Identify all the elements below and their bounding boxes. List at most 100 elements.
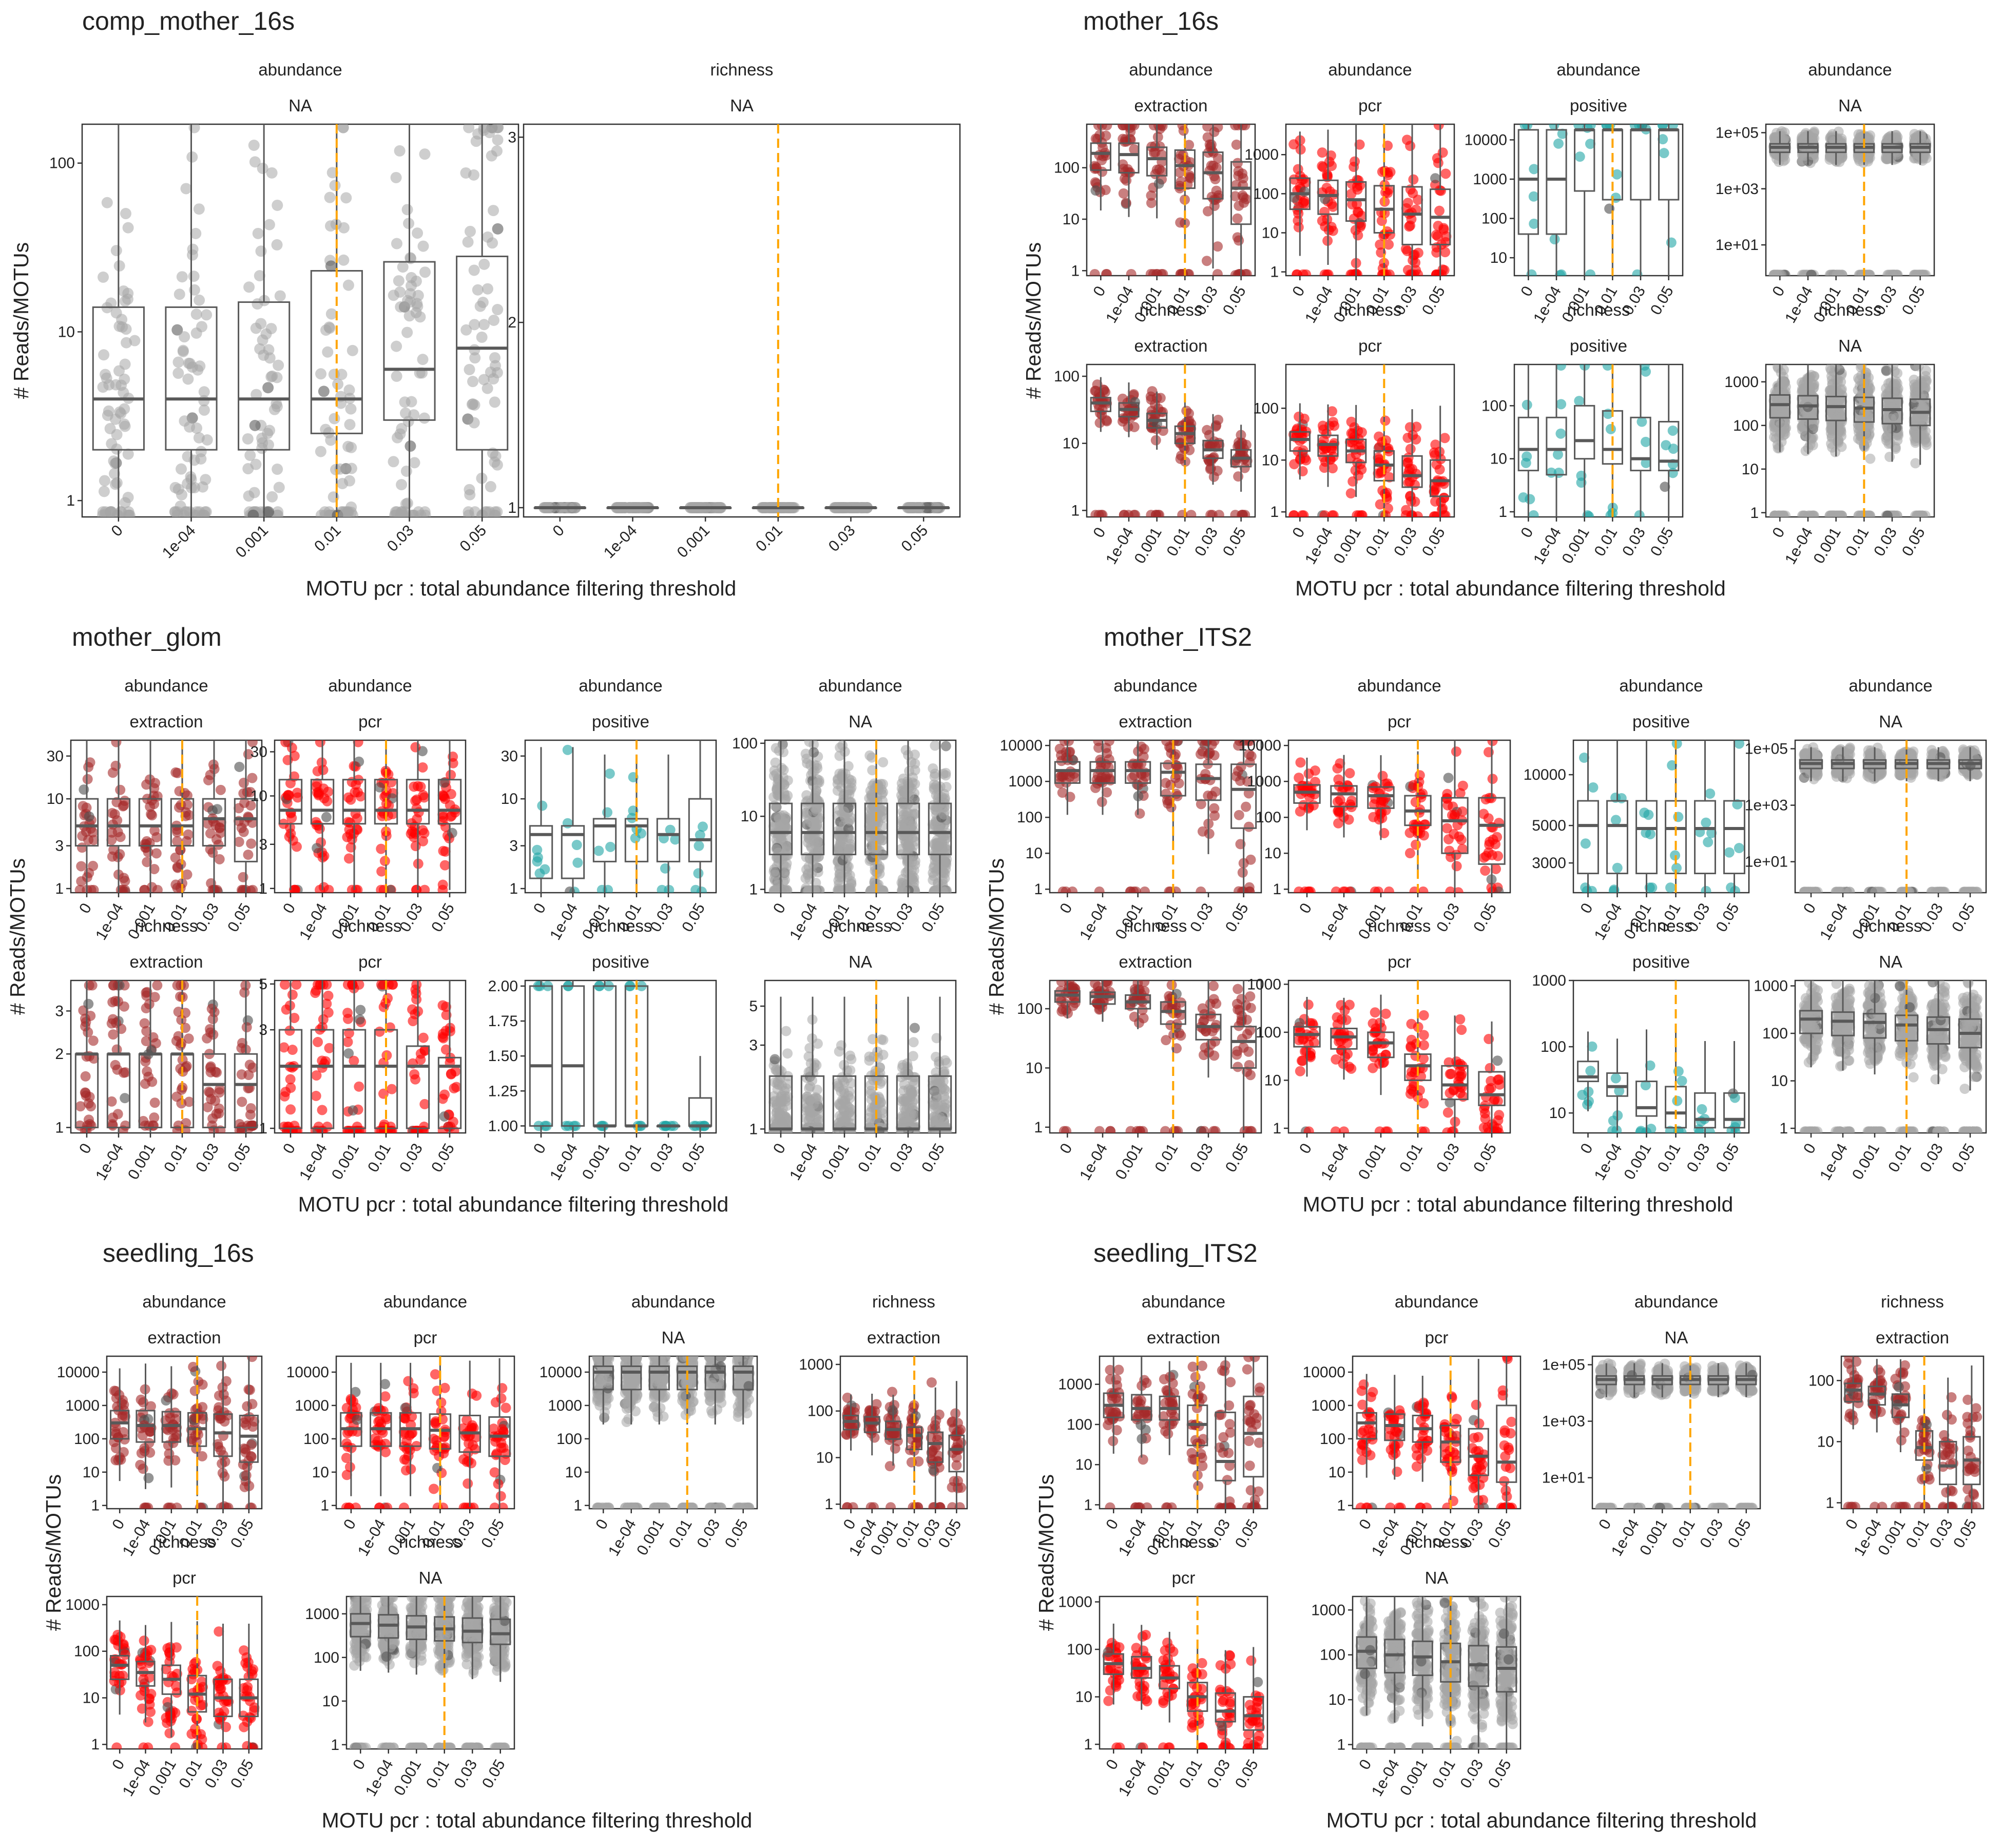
box-0.001: [1825, 364, 1847, 457]
data-point: [263, 506, 275, 517]
data-point: [186, 151, 198, 163]
data-point: [469, 352, 481, 364]
data-point: [1210, 174, 1221, 185]
box-0.05: [1230, 124, 1252, 276]
data-point: [1209, 126, 1220, 137]
data-point: [174, 288, 185, 300]
box-iqr: [310, 779, 335, 825]
data-point: [1118, 159, 1128, 170]
data-point: [1637, 416, 1647, 427]
data-point: [1432, 231, 1443, 242]
data-point: [770, 757, 781, 768]
box-iqr: [1769, 394, 1791, 419]
points-0.03: [1201, 124, 1224, 276]
box-0.05: [1430, 406, 1451, 517]
facet-metric-label: abundance: [258, 60, 342, 79]
data-point: [1121, 198, 1131, 208]
data-point: [484, 506, 495, 517]
data-point: [243, 490, 255, 502]
box-1e-04: [1317, 129, 1339, 265]
data-point: [1402, 198, 1413, 208]
data-point: [446, 769, 456, 780]
facet-control-label: extraction: [129, 712, 203, 731]
box-0.001: [1574, 124, 1595, 276]
panel-content: [1090, 364, 1253, 517]
y-tick-label: 10: [1490, 249, 1507, 266]
panel-content: [1517, 364, 1680, 517]
data-point: [376, 866, 387, 877]
data-point: [172, 836, 183, 846]
data-point: [1231, 139, 1242, 150]
data-point: [1288, 174, 1299, 185]
data-point: [205, 844, 216, 855]
data-point: [486, 150, 497, 162]
data-point: [1778, 430, 1789, 441]
box-iqr: [1574, 405, 1595, 460]
data-point: [1919, 435, 1930, 446]
facet-control-label: NA: [1838, 96, 1862, 115]
y-tick-label: 1: [1750, 505, 1759, 522]
data-point: [182, 869, 192, 880]
data-point: [1379, 488, 1390, 499]
box-iqr: [202, 798, 226, 847]
data-point: [1772, 270, 1783, 276]
points-0.01: [315, 124, 359, 517]
points-0: [1518, 399, 1539, 517]
box-iqr: [1630, 416, 1651, 472]
panel-background: [1086, 363, 1256, 518]
data-point: [698, 821, 708, 832]
data-point: [1430, 450, 1440, 460]
box-iqr: [92, 306, 145, 451]
y-tick-label: 10: [58, 323, 75, 340]
data-point: [466, 398, 478, 410]
data-point: [1836, 133, 1847, 144]
data-point: [593, 845, 604, 856]
box-1e-04: [1118, 382, 1140, 437]
data-point: [1430, 439, 1441, 450]
box-1e-04: [1546, 124, 1567, 276]
y-tick-label: 100: [1481, 397, 1507, 414]
box-iqr: [529, 825, 553, 879]
data-point: [463, 124, 475, 133]
data-point: [315, 446, 326, 457]
facet-metric-label: abundance: [579, 676, 662, 695]
box-iqr: [1317, 179, 1339, 215]
data-point: [1204, 165, 1215, 176]
data-point: [1836, 396, 1846, 407]
data-point: [1835, 411, 1846, 421]
data-point: [107, 827, 118, 838]
data-point: [245, 886, 256, 893]
data-point: [1100, 185, 1111, 196]
data-point: [1827, 270, 1838, 276]
data-point: [1093, 510, 1104, 517]
data-point: [146, 809, 157, 820]
data-point: [468, 169, 479, 181]
facet-control-label: NA: [1838, 336, 1862, 355]
data-point: [476, 331, 488, 343]
box-iqr: [688, 798, 713, 862]
data-point: [322, 796, 333, 806]
data-point: [326, 167, 338, 179]
y-tick-label: 1: [1498, 504, 1507, 521]
data-point: [1402, 432, 1413, 443]
panel-background: [764, 739, 957, 894]
data-point: [332, 378, 344, 390]
data-point: [1832, 510, 1843, 517]
data-point: [214, 854, 225, 864]
data-point: [1402, 457, 1413, 468]
data-point: [1863, 151, 1874, 162]
box-0: [1289, 403, 1311, 480]
box-0: [1289, 131, 1311, 256]
data-point: [1322, 169, 1333, 180]
data-point: [1354, 510, 1364, 517]
data-point: [104, 423, 116, 435]
data-point: [1440, 247, 1451, 258]
data-point: [118, 801, 128, 812]
box-0.03: [1401, 124, 1423, 276]
data-point: [273, 359, 284, 371]
box-iqr: [656, 818, 681, 862]
facet-control-label: pcr: [358, 712, 382, 731]
facet-metric-label: abundance: [1556, 60, 1640, 79]
panel-background: [1513, 363, 1684, 518]
box-0.03: [1202, 124, 1224, 268]
